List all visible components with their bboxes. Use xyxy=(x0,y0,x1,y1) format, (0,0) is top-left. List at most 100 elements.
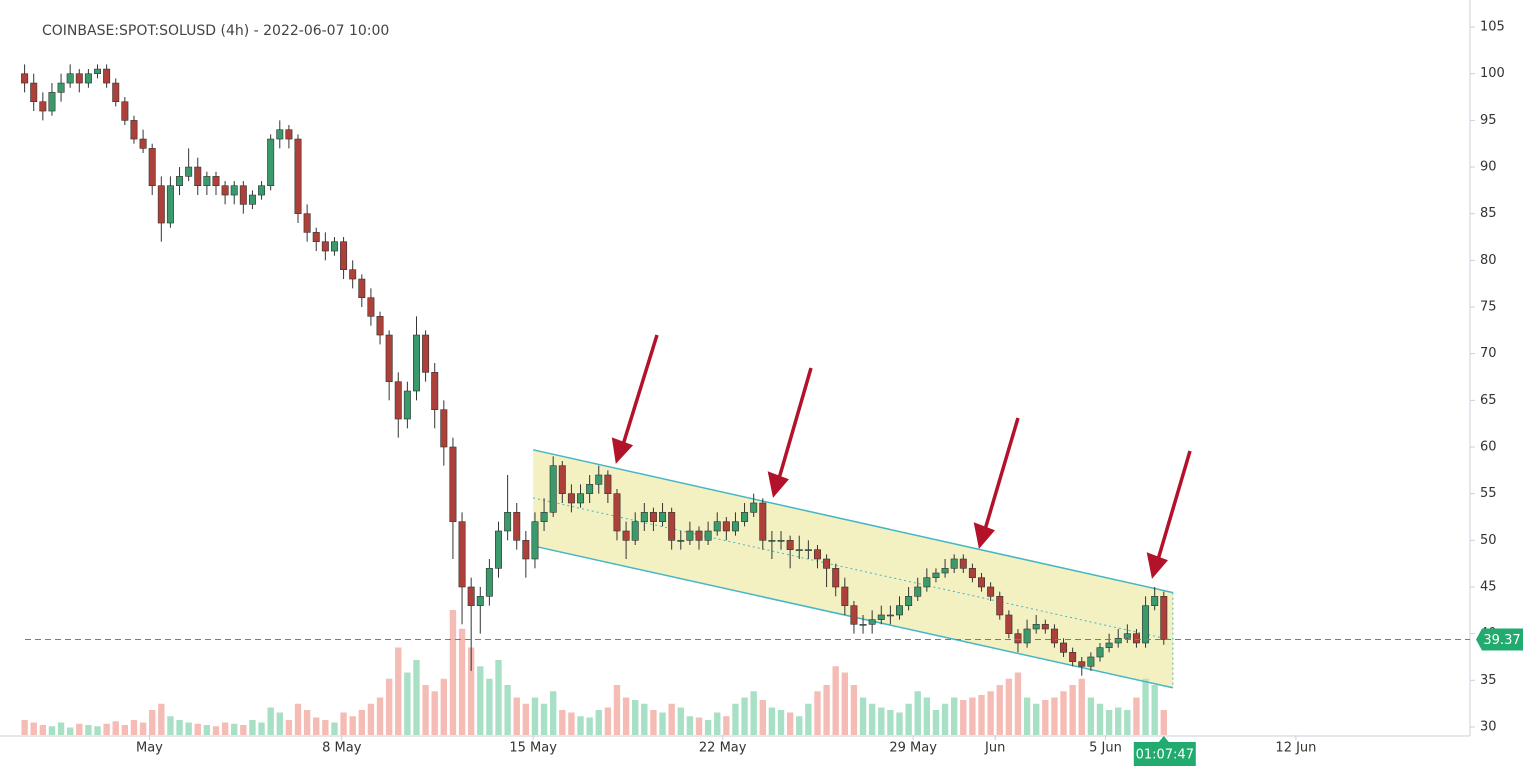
candle-body xyxy=(759,502,767,541)
volume-bar xyxy=(1078,678,1085,735)
candle-body xyxy=(604,474,612,494)
x-tick-label: 5 Jun xyxy=(1089,741,1122,756)
last-price-label: 39.37 xyxy=(1483,633,1520,648)
candle-body xyxy=(385,334,393,382)
candle-body xyxy=(522,540,530,560)
candle-body xyxy=(504,512,512,532)
candle-body xyxy=(212,176,220,187)
candle-body xyxy=(148,148,156,187)
candle-layer xyxy=(21,64,1168,676)
volume-bar xyxy=(996,685,1003,735)
volume-bar xyxy=(741,697,748,735)
volume-bar xyxy=(513,697,520,735)
volume-bar xyxy=(604,707,612,735)
candle-body xyxy=(768,540,776,542)
volume-bar xyxy=(94,726,101,735)
candle-body xyxy=(358,278,366,298)
candle-body xyxy=(978,577,986,588)
y-tick-label: 30 xyxy=(1480,719,1497,734)
countdown-pointer xyxy=(1158,736,1169,742)
volume-bar xyxy=(622,697,630,735)
candle-body xyxy=(1132,633,1140,644)
candle-body xyxy=(121,101,129,121)
volume-bar xyxy=(112,721,119,735)
volume-bar xyxy=(367,703,375,735)
volume-bar xyxy=(340,712,347,735)
volume-bar xyxy=(176,720,183,735)
countdown-label: 01:07:47 xyxy=(1136,748,1194,763)
volume-bar xyxy=(814,691,821,735)
volume-bar xyxy=(413,660,420,735)
candle-body xyxy=(896,605,903,616)
volume-bar xyxy=(896,712,903,735)
y-tick-label: 85 xyxy=(1480,206,1497,221)
candle-body xyxy=(340,241,348,270)
channel-fill xyxy=(533,449,1173,688)
candle-body xyxy=(659,512,667,522)
volume-bar xyxy=(85,725,92,735)
volume-bar xyxy=(613,685,621,735)
volume-bar xyxy=(1023,697,1031,735)
candle-body xyxy=(1105,642,1113,648)
volume-bar xyxy=(495,660,502,735)
candle-body xyxy=(166,185,174,224)
y-tick-label: 45 xyxy=(1480,579,1497,594)
volume-bar xyxy=(668,703,675,735)
volume-bar xyxy=(449,610,457,735)
volume-bar xyxy=(777,710,785,735)
candle-body xyxy=(39,101,47,112)
candle-body xyxy=(823,558,831,569)
volume-bar xyxy=(66,727,74,735)
candle-body xyxy=(330,241,338,252)
candle-body xyxy=(777,540,785,542)
candle-body xyxy=(139,138,147,149)
volume-bar xyxy=(1060,691,1067,735)
volume-bar xyxy=(914,691,921,735)
candle-body xyxy=(987,586,995,597)
volume-bar xyxy=(267,707,274,735)
candle-body xyxy=(185,166,193,177)
candle-body xyxy=(194,166,202,187)
candle-body xyxy=(741,512,749,522)
x-tick-label: 22 May xyxy=(699,741,747,756)
volume-bar xyxy=(704,720,712,735)
candle-body xyxy=(1032,624,1040,630)
y-tick-label: 75 xyxy=(1480,300,1497,315)
candle-body xyxy=(449,446,457,522)
candle-body xyxy=(1160,596,1168,640)
candle-body xyxy=(513,512,521,541)
candle-body xyxy=(57,82,65,93)
y-tick-label: 105 xyxy=(1480,20,1505,35)
volume-bar xyxy=(559,710,566,735)
volume-bar xyxy=(313,717,320,735)
candle-body xyxy=(495,530,502,569)
volume-bar xyxy=(467,647,475,735)
volume-bar xyxy=(39,725,47,735)
candle-body xyxy=(321,241,329,252)
candle-body xyxy=(968,568,976,578)
candle-body xyxy=(832,568,840,588)
volume-bar xyxy=(641,703,648,735)
candle-body xyxy=(66,73,74,84)
candle-body xyxy=(932,572,940,578)
volume-bar xyxy=(695,717,703,735)
volume-bar xyxy=(677,707,684,735)
volume-bar xyxy=(331,722,338,735)
y-tick-label: 65 xyxy=(1480,393,1497,408)
candle-body xyxy=(1014,633,1022,644)
volume-bar xyxy=(322,720,329,735)
candle-body xyxy=(841,586,849,606)
candle-body xyxy=(1060,642,1068,653)
volume-bar xyxy=(185,722,192,735)
volume-bar xyxy=(376,697,384,735)
candle-body xyxy=(613,493,621,532)
volume-bar xyxy=(30,722,37,735)
candle-body xyxy=(94,68,102,75)
volume-bar xyxy=(987,691,994,735)
volume-bar xyxy=(859,697,867,735)
volume-bar xyxy=(540,703,548,735)
candle-body xyxy=(84,73,92,84)
volume-bar xyxy=(1087,697,1095,735)
candle-body xyxy=(1041,624,1049,630)
volume-bar xyxy=(249,720,256,735)
